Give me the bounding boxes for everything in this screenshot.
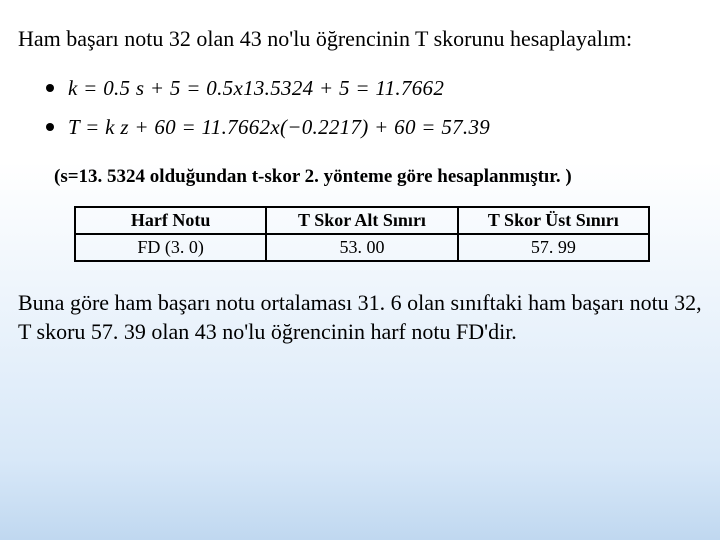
col-harf-notu: Harf Notu: [75, 207, 266, 234]
grade-table: Harf Notu T Skor Alt Sınırı T Skor Üst S…: [74, 206, 662, 262]
cell-harf-notu: FD (3. 0): [75, 234, 266, 261]
equation-1: k = 0.5 s + 5 = 0.5x13.5324 + 5 = 11.766…: [46, 76, 702, 101]
equation-2-text: T = k z + 60 = 11.7662x(−0.2217) + 60 = …: [68, 115, 490, 140]
equation-block: k = 0.5 s + 5 = 0.5x13.5324 + 5 = 11.766…: [18, 76, 702, 140]
col-t-ust: T Skor Üst Sınırı: [458, 207, 649, 234]
cell-t-ust: 57. 99: [458, 234, 649, 261]
col-t-alt: T Skor Alt Sınırı: [266, 207, 457, 234]
table-data-row: FD (3. 0) 53. 00 57. 99: [75, 234, 649, 261]
intro-text: Ham başarı notu 32 olan 43 no'lu öğrenci…: [18, 24, 702, 54]
equation-1-text: k = 0.5 s + 5 = 0.5x13.5324 + 5 = 11.766…: [68, 76, 444, 101]
cell-t-alt: 53. 00: [266, 234, 457, 261]
conclusion-text: Buna göre ham başarı notu ortalaması 31.…: [18, 288, 702, 347]
bullet-icon: [46, 84, 54, 92]
bullet-icon: [46, 123, 54, 131]
note-text: (s=13. 5324 olduğundan t-skor 2. yönteme…: [18, 166, 702, 188]
equation-2: T = k z + 60 = 11.7662x(−0.2217) + 60 = …: [46, 115, 702, 140]
table-header-row: Harf Notu T Skor Alt Sınırı T Skor Üst S…: [75, 207, 649, 234]
